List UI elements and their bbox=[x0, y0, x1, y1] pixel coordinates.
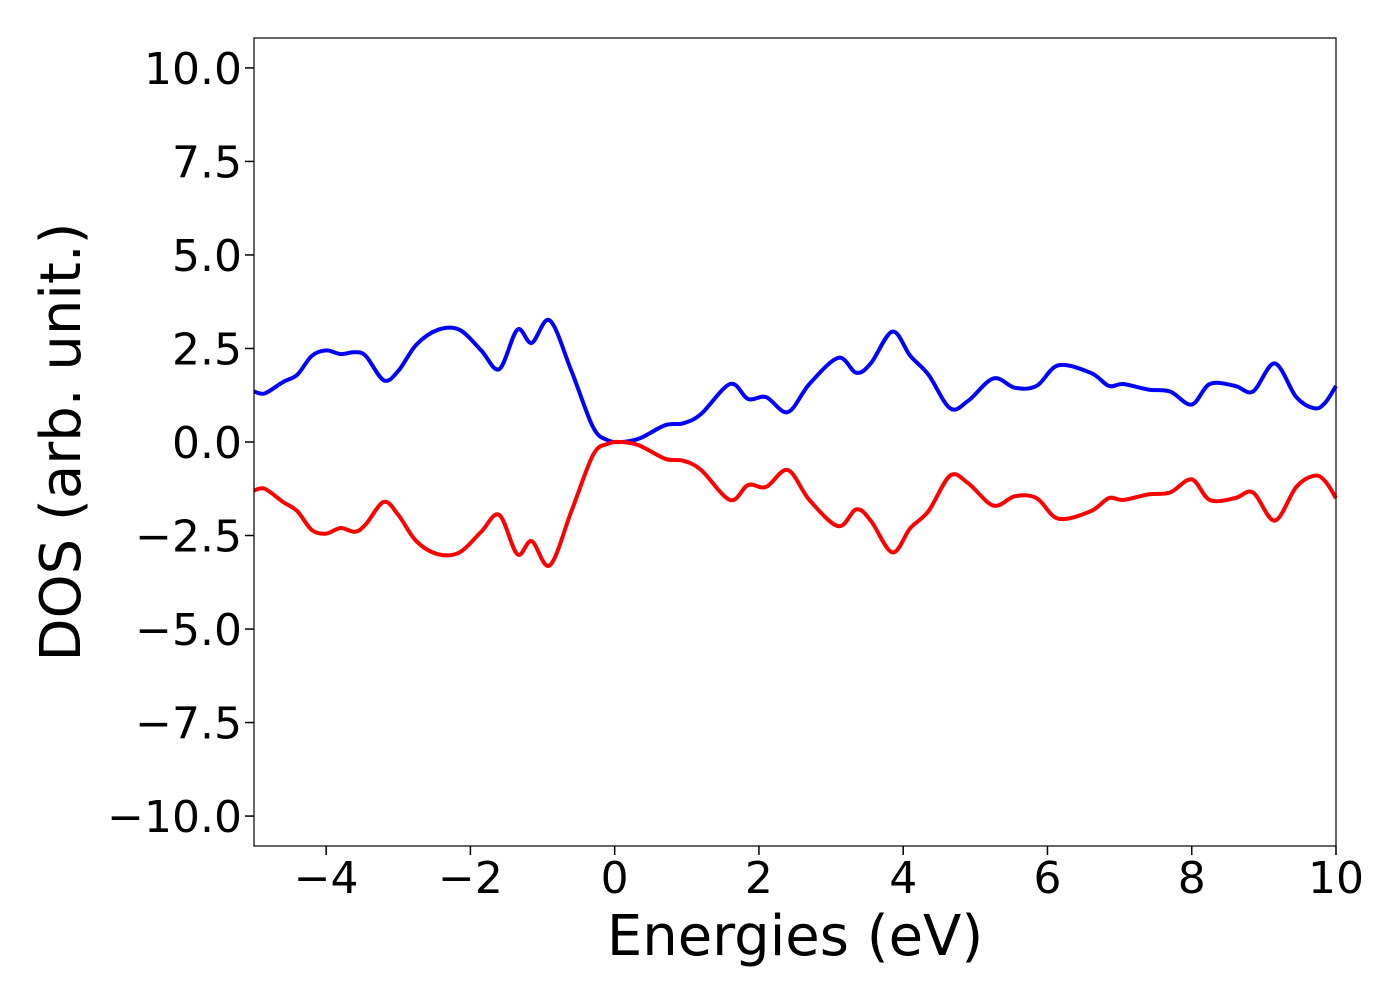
y-tick-label: 7.5 bbox=[172, 137, 242, 188]
y-tick-label: 10.0 bbox=[144, 44, 242, 95]
x-tick-label: 2 bbox=[745, 853, 773, 904]
y-axis-label: DOS (arb. unit.) bbox=[29, 222, 94, 661]
series-line-1 bbox=[253, 317, 1338, 445]
y-tick-label: −5.0 bbox=[135, 605, 242, 656]
y-tick-label: −2.5 bbox=[135, 512, 242, 563]
x-tick-label: 4 bbox=[889, 853, 917, 904]
x-axis-label: Energies (eV) bbox=[607, 904, 983, 969]
x-axis-ticks: −4 −2 0 2 4 6 8 10 bbox=[294, 846, 1364, 904]
series-line-2 bbox=[253, 439, 1338, 568]
x-tick-label: 6 bbox=[1033, 853, 1061, 904]
y-axis-ticks: 10.0 7.5 5.0 2.5 0.0 −2.5 −5.0 −7.5 −10.0 bbox=[107, 44, 254, 843]
x-tick-label: −4 bbox=[294, 853, 359, 904]
series-layer bbox=[253, 317, 1338, 568]
x-tick-label: 10 bbox=[1308, 853, 1364, 904]
y-tick-label: −7.5 bbox=[135, 699, 242, 750]
y-tick-label: 5.0 bbox=[172, 231, 242, 282]
y-tick-label: −10.0 bbox=[107, 792, 242, 843]
x-tick-label: 0 bbox=[601, 853, 629, 904]
x-tick-label: −2 bbox=[438, 853, 503, 904]
y-tick-label: 2.5 bbox=[172, 324, 242, 375]
y-tick-label: 0.0 bbox=[172, 418, 242, 469]
x-tick-label: 8 bbox=[1178, 853, 1206, 904]
plot-area bbox=[254, 38, 1336, 846]
